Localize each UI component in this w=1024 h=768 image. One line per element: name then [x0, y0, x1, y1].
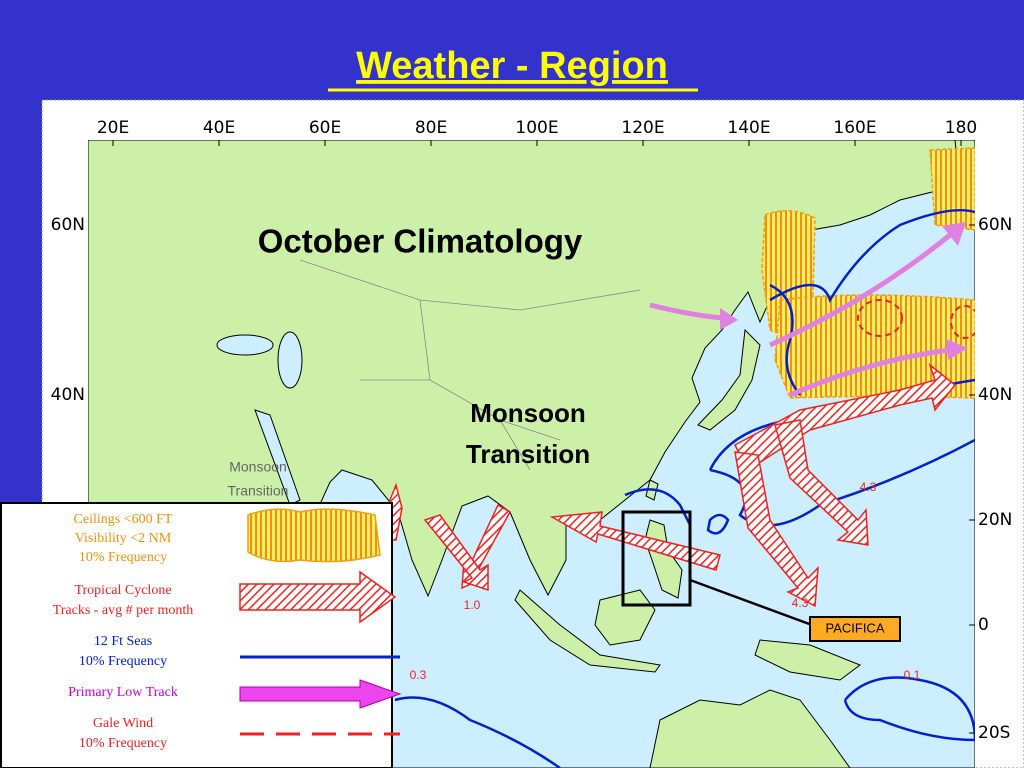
cyclone-track [734, 451, 819, 608]
legend-ceiling-swatch [247, 508, 381, 563]
seas-line [706, 513, 730, 535]
legend-text: Tracks - avg # per month [53, 603, 194, 618]
black-sea [216, 334, 274, 356]
australia [649, 689, 851, 768]
legend: Ceilings <600 FT Visibility <2 NM 10% Fr… [0, 502, 402, 768]
seas-line [624, 488, 692, 526]
latitude-label: 20S [978, 723, 1010, 743]
seas-rate: 0.3 [410, 668, 427, 682]
cyclone-rate: 4.3 [860, 480, 877, 494]
region-label-small: Transition [228, 483, 289, 499]
cyclone-track [423, 514, 489, 592]
seas-line [394, 696, 561, 768]
latitude-label: 40N [978, 385, 1012, 405]
low-track [788, 347, 951, 398]
inset-label: PACIFICA [826, 620, 885, 635]
cyclone-track [549, 511, 721, 571]
longitude-label: 120E [621, 118, 664, 138]
longitude-label: 80E [415, 118, 447, 138]
caspian-sea [277, 331, 303, 389]
latitude-label: 40N [51, 385, 85, 405]
legend-text: Primary Low Track [68, 685, 178, 700]
legend-cyclone-swatch [239, 570, 397, 624]
low-track-head [942, 222, 966, 246]
japan [697, 328, 761, 431]
cyclone-track [774, 419, 869, 546]
latitude-label: 0 [978, 615, 989, 635]
legend-text: Tropical Cyclone [74, 583, 171, 598]
sumatra-java [514, 589, 661, 673]
new-guinea [754, 639, 862, 681]
red-sea-gulf [254, 409, 301, 506]
low-track [649, 302, 723, 321]
seas-line [843, 676, 975, 742]
longitude-label: 100E [515, 118, 558, 138]
inset-box [621, 510, 692, 607]
gale-area [857, 299, 903, 337]
legend-text: 10% Frequency [79, 736, 167, 751]
ceiling-area [929, 147, 975, 231]
slide-title: Weather - Region [356, 45, 668, 87]
longitude-label: 40E [203, 118, 235, 138]
cyclone-rate: 4.3 [792, 596, 809, 610]
legend-text: 12 Ft Seas [94, 634, 152, 649]
cyclone-rate: 1.0 [464, 598, 481, 612]
seas-line [769, 283, 801, 396]
low-track [768, 233, 952, 348]
region-label: Monsoon [470, 398, 586, 428]
longitude-label: 20E [97, 118, 129, 138]
legend-text: Ceilings <600 FT [74, 512, 173, 527]
legend-text: 10% Frequency [79, 654, 167, 669]
legend-text: Gale Wind [93, 716, 153, 731]
region-label-small: Monsoon [229, 459, 287, 475]
latitude-label: 20N [978, 510, 1012, 530]
map [88, 140, 975, 768]
legend-text: 10% Frequency [79, 550, 167, 565]
low-track-head [946, 339, 968, 360]
axis-labels: 20E 40E 60E 80E 100E 120E 140E 160E 180 60N 40N 20N… [51, 118, 1013, 743]
latitude-label: 60N [978, 215, 1012, 235]
longitude-label: 140E [727, 118, 770, 138]
longitude-label: 60E [309, 118, 341, 138]
inset-label-box [809, 616, 901, 642]
longitude-label: 180 [945, 118, 977, 138]
map-heading: October Climatology [258, 223, 583, 260]
inset-leader [689, 578, 813, 627]
seas-line [769, 208, 975, 303]
region-label: Transition [466, 439, 590, 469]
seas-rate: 0.1 [904, 668, 921, 682]
longitude-label: 160E [833, 118, 876, 138]
latitude-label: 60N [51, 215, 85, 235]
legend-text: Visibility <2 NM [75, 531, 172, 546]
low-track-head [720, 308, 738, 330]
gale-area [950, 305, 975, 339]
borders [299, 259, 641, 471]
legend-low-swatch [239, 679, 402, 709]
